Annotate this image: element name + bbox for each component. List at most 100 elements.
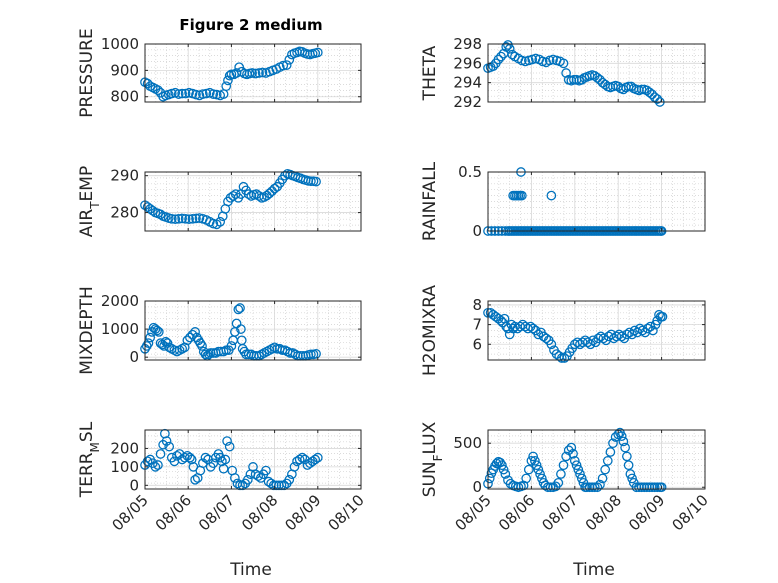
axes-box [144,171,362,232]
data-point [626,81,637,92]
data-point [569,455,580,466]
data-point [198,89,208,99]
data-point [166,213,177,224]
data-point [306,176,316,187]
data-point [627,473,637,484]
data-point [173,89,184,99]
x-tick-label: 08/06 [152,491,195,534]
data-point [247,68,257,78]
y-tick-label: 296 [453,54,482,72]
data-point [528,451,538,462]
data-point [644,87,655,98]
data-point [566,442,577,453]
data-point [647,89,657,100]
data-point [616,431,627,442]
data-point [185,452,195,463]
data-point [236,324,246,334]
data-point [264,188,275,199]
data-point [187,213,198,224]
data-point [155,209,166,220]
y-tick-label: 0.5 [458,163,482,181]
data-point [546,190,557,201]
x-tick-label: 08/05 [109,491,152,534]
data-point [226,341,237,351]
data-point [508,323,519,334]
data-point [208,218,219,229]
data-point [190,327,200,337]
data-point [142,456,153,467]
data-point [155,449,166,459]
data-point [558,460,569,471]
data-point [269,183,280,194]
subplot-8: 0 500 08/05 08/06 08/07 08/08 08/09 08/10 SUNFLU… [420,421,712,534]
data-point [150,462,161,472]
data-point [576,473,587,484]
x-tick-label: 08/09 [625,491,668,534]
data-point [221,81,232,92]
data-point [201,88,212,99]
data-point [602,455,613,466]
data-point [656,482,667,493]
data-point [297,452,308,463]
data-point [242,474,253,485]
data-point [623,460,634,471]
y-tick-label: 200 [110,439,139,457]
axes-box [144,429,362,490]
data-point [145,332,156,343]
x-tick-label: 08/10 [325,491,368,534]
data-point [184,87,194,98]
y-tick-label: 298 [453,35,482,53]
xlabel-left: Time [229,560,272,580]
data-point [160,428,170,439]
data-point [312,47,323,58]
data-point [657,311,668,322]
data-point [608,438,618,449]
y-tick-label: 1000 [101,320,139,338]
data-point [500,469,511,479]
xlabel-right: Time [572,560,615,580]
y-tick-label: 100 [110,458,139,476]
data-point [620,442,630,453]
subplot-3: 280 290 AIRTEMP [77,166,362,237]
x-tick-label: 08/10 [669,491,712,534]
data-point [504,43,515,54]
x-tick-label: 08/06 [495,491,538,534]
y-tick-label: 8 [472,296,482,314]
data-point [284,474,295,485]
y-tick-label: 800 [110,88,139,106]
data-point [598,333,609,344]
data-point [310,454,321,465]
y-axis-label: H2OMIXRA [420,285,440,376]
data-point [195,338,206,348]
data-point [184,214,194,225]
y-tick-label: 0 [129,348,139,366]
data-point [588,335,598,346]
data-point [233,304,244,315]
y-tick-label: 294 [453,74,482,92]
y-tick-label: 292 [453,93,482,111]
data-point [558,58,569,69]
data-point [261,465,271,476]
data-point [622,329,632,340]
data-point [141,341,152,351]
data-point [637,325,648,336]
y-tick-label: 500 [453,434,482,452]
data-point [311,348,321,359]
data-point [170,214,181,225]
data-point [546,339,557,350]
y-axis-label: SUNFLUX [420,421,445,497]
data-point [294,454,305,465]
data-point [194,213,205,223]
data-point [498,464,509,475]
x-tick-label: 08/08 [238,491,281,534]
y-axis-label: TERRMSL [77,421,102,498]
axes-box [487,429,706,490]
data-point [177,213,187,224]
data-point [191,213,201,224]
data-point [143,338,154,348]
data-point [616,331,627,342]
data-point [488,61,499,72]
